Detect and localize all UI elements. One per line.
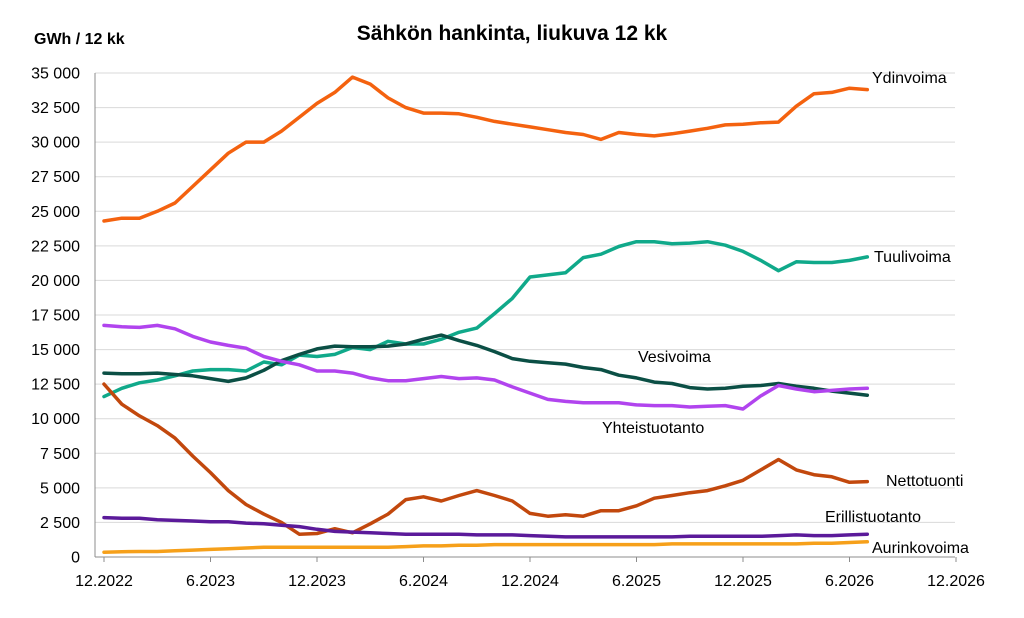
y-tick-label: 20 000	[31, 273, 80, 290]
series-line-aurinkovoima	[102, 540, 870, 554]
axes	[94, 73, 955, 558]
series-label-vesivoima: Vesivoima	[638, 349, 711, 366]
x-tick-label: 12.2023	[288, 573, 346, 590]
x-tick-label: 6.2023	[186, 573, 235, 590]
y-tick-label: 10 000	[31, 411, 80, 428]
series-label-ydinvoima: Ydinvoima	[872, 70, 947, 87]
y-tick-label: 2 500	[40, 515, 80, 532]
series-label-erillistuotanto: Erillistuotanto	[825, 509, 921, 526]
y-tick-label: 12 500	[31, 377, 80, 394]
x-tick-label: 12.2026	[927, 573, 985, 590]
chart-title: Sähkön hankinta, liukuva 12 kk	[356, 22, 668, 45]
y-tick-label: 5 000	[40, 480, 80, 497]
x-tick-label: 6.2025	[612, 573, 661, 590]
series-lines	[102, 75, 870, 554]
x-tick-label: 12.2024	[501, 573, 559, 590]
series-line-nettotuonti	[102, 382, 870, 536]
y-tick-label: 32 500	[31, 100, 80, 117]
series-line-yhteistuotanto	[102, 323, 870, 411]
y-tick-label: 22 500	[31, 238, 80, 255]
y-tick-label: 30 000	[31, 135, 80, 152]
series-label-tuulivoima: Tuulivoima	[874, 249, 951, 266]
x-tick-label: 6.2024	[399, 573, 448, 590]
y-tick-labels: 0 2 500 5 000 7 500 10 000 12 500 15 000 17 500…	[31, 66, 80, 567]
y-tick-label: 27 500	[31, 169, 80, 186]
x-tick-label: 6.2026	[825, 573, 874, 590]
series-line-vesivoima	[102, 333, 870, 397]
series-label-nettotuonti: Nettotuonti	[886, 473, 963, 490]
y-tick-label: 0	[71, 550, 80, 567]
y-tick-label: 17 500	[31, 308, 80, 325]
x-tick-labels: 12.2022 6.2023 12.2023 6.2024 12.2024 6.2025 1…	[75, 557, 985, 590]
x-tick-label: 12.2022	[75, 573, 133, 590]
series-labels: Ydinvoima Tuulivoima Vesivoima Yhteistuotan…	[602, 70, 969, 557]
series-line-ydinvoima	[102, 75, 870, 223]
y-tick-label: 15 000	[31, 342, 80, 359]
y-tick-label: 35 000	[31, 66, 80, 83]
series-line-tuulivoima	[102, 239, 870, 399]
series-label-yhteistuotanto: Yhteistuotanto	[602, 420, 704, 437]
x-tick-label: 12.2025	[714, 573, 772, 590]
series-label-aurinkovoima: Aurinkovoima	[872, 540, 969, 557]
series-line-erillistuotanto	[102, 515, 870, 539]
y-tick-label: 7 500	[40, 446, 80, 463]
y-axis-label: GWh / 12 kk	[34, 31, 125, 48]
gridlines	[95, 72, 955, 523]
y-tick-label: 25 000	[31, 204, 80, 221]
